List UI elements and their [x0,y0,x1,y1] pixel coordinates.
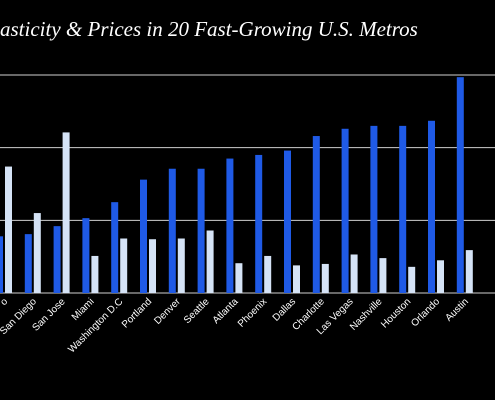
bar [24,234,32,293]
bar [255,154,263,293]
bar [226,158,234,293]
bar [370,125,378,293]
bar [321,263,329,293]
bar [264,255,272,293]
bar [456,77,464,294]
bar [437,260,444,293]
chart-title: asticity & Prices in 20 Fast-Growing U.S… [0,17,418,41]
bar [111,202,119,293]
bar [33,213,41,293]
bar [341,128,349,293]
bar [62,132,70,293]
bar [408,266,416,293]
bar [168,168,176,293]
bar [5,166,12,293]
bar [82,218,90,293]
bar [399,125,407,293]
bar [0,236,3,293]
bar [235,263,243,293]
bar [284,150,291,293]
bar [379,258,387,293]
bar [91,255,99,293]
bar [293,265,300,293]
bar [53,226,61,293]
bar [140,179,147,293]
bar [149,239,156,293]
x-tick-label: o [0,296,10,308]
bar [120,238,128,293]
bar [197,168,205,293]
bar [177,238,185,293]
bar [312,136,320,293]
bar [206,230,214,293]
bar [350,254,358,293]
bar [465,250,473,293]
bar [428,120,435,293]
